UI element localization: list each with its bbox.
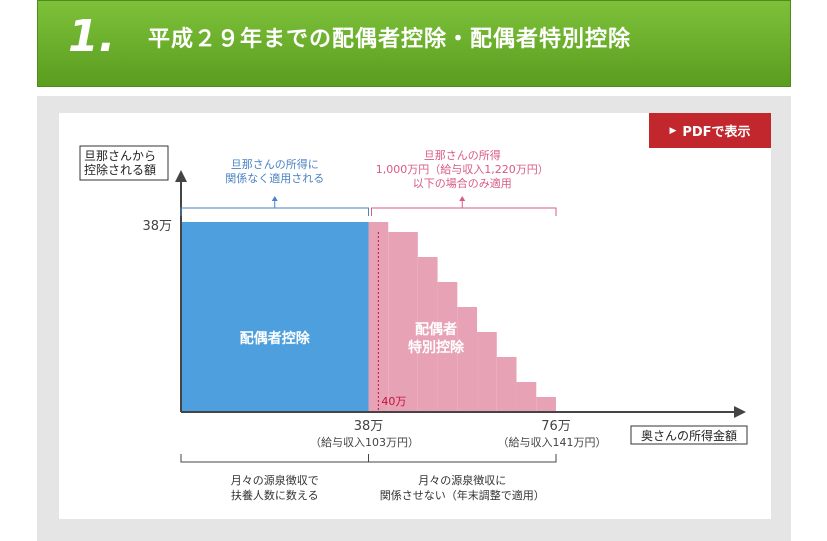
bottom-bracket	[180, 454, 369, 463]
bottom-annotation: 月々の源泉徴収に	[418, 473, 506, 487]
bar-segment	[496, 357, 517, 412]
top-annotation: 以下の場合のみ適用	[413, 176, 512, 190]
bottom-bracket	[368, 454, 557, 463]
x-tick-label: 76万	[541, 419, 571, 434]
bar-segment	[457, 307, 478, 412]
y-axis-label: 控除される額	[84, 162, 156, 177]
series-label: 配偶者控除	[240, 330, 311, 347]
top-annotation: 関係なく適用される	[225, 171, 324, 185]
y-axis-arrow	[175, 170, 187, 182]
triangle-right-icon: ▶	[669, 125, 677, 136]
series-label: 配偶者	[415, 321, 457, 338]
y-axis-label: 旦那さんから	[84, 149, 156, 163]
x-axis-arrow	[734, 406, 746, 418]
bar-segment	[477, 332, 497, 412]
section-title: 平成２９年までの配偶者控除・配偶者特別控除	[148, 27, 632, 52]
x-axis-label-box	[630, 425, 748, 445]
y-axis-label-box	[79, 145, 169, 181]
bar-segment	[181, 222, 369, 412]
bottom-annotation: 関係させない（年末調整で適用）	[380, 488, 545, 502]
bar-segment	[437, 282, 458, 412]
x-axis-label: 奥さんの所得金額	[641, 428, 737, 443]
pdf-button-label: PDFで表示	[682, 125, 751, 140]
top-annotation: 旦那さんの所得	[424, 149, 501, 162]
top-annotation: 1,000万円（給与収入1,220万円）	[376, 162, 549, 176]
bottom-annotation: 月々の源泉徴収で	[231, 473, 319, 487]
x-tick-sublabel: （給与収入141万円）	[498, 435, 607, 449]
top-arrow-head	[459, 196, 466, 201]
series-label: 特別控除	[408, 339, 465, 356]
x-tick-sublabel: （給与収入103万円）	[310, 435, 419, 449]
section-header: 1. 平成２９年までの配偶者控除・配偶者特別控除	[37, 0, 791, 87]
bar-segment	[516, 382, 537, 412]
marker-label: 40万	[381, 395, 406, 408]
bar-segment	[417, 257, 438, 412]
top-arrow-head	[271, 196, 278, 201]
section-number: 1.	[68, 11, 116, 62]
y-tick-label: 38万	[142, 219, 172, 234]
top-bracket	[180, 207, 369, 216]
bottom-annotation: 扶養人数に数える	[231, 488, 319, 502]
top-annotation: 旦那さんの所得に	[231, 158, 319, 171]
x-tick-label: 38万	[354, 419, 384, 434]
pdf-button[interactable]: ▶ PDFで表示	[649, 113, 771, 148]
top-bracket	[371, 207, 557, 216]
bar-segment	[536, 397, 556, 412]
bar-segment	[388, 232, 418, 412]
